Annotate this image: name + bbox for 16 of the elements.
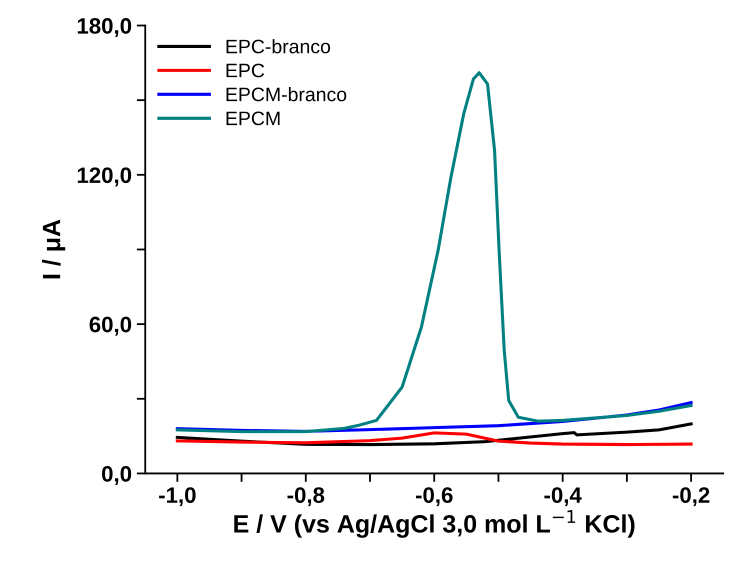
line-series xyxy=(176,431,693,446)
x-tick-label: -0,8 xyxy=(288,487,324,506)
x-tick-label: -0,4 xyxy=(544,487,582,506)
x-tick-label: -0,2 xyxy=(672,487,710,506)
legend-label: EPC-branco xyxy=(226,39,330,54)
y-tick-label: 180,0 xyxy=(78,18,132,38)
y-axis-title: I / μA xyxy=(42,220,66,278)
x-axis-title: E / V (vs Ag/AgCl 3,0 mol L$^{−1}$ KCl) xyxy=(234,510,635,538)
legend-label: EPCM xyxy=(226,112,280,126)
y-tick-label: 0,0 xyxy=(102,466,132,485)
x-tick-label: -0,6 xyxy=(416,487,453,506)
y-tick-label: 60,0 xyxy=(90,316,132,336)
legend-label: EPCM-branco xyxy=(226,87,346,102)
x-tick-label: -1,0 xyxy=(159,487,196,506)
y-tick-label: 120,0 xyxy=(78,167,132,186)
legend-label: EPC xyxy=(226,64,264,78)
